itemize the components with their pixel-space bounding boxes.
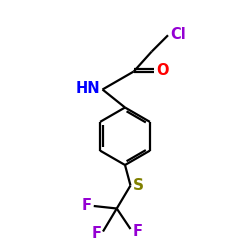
Text: Cl: Cl (170, 26, 186, 42)
Text: O: O (156, 63, 169, 78)
Text: S: S (132, 178, 143, 194)
Text: F: F (92, 226, 102, 241)
Text: F: F (132, 224, 142, 238)
Text: F: F (82, 198, 92, 213)
Text: HN: HN (76, 81, 100, 96)
